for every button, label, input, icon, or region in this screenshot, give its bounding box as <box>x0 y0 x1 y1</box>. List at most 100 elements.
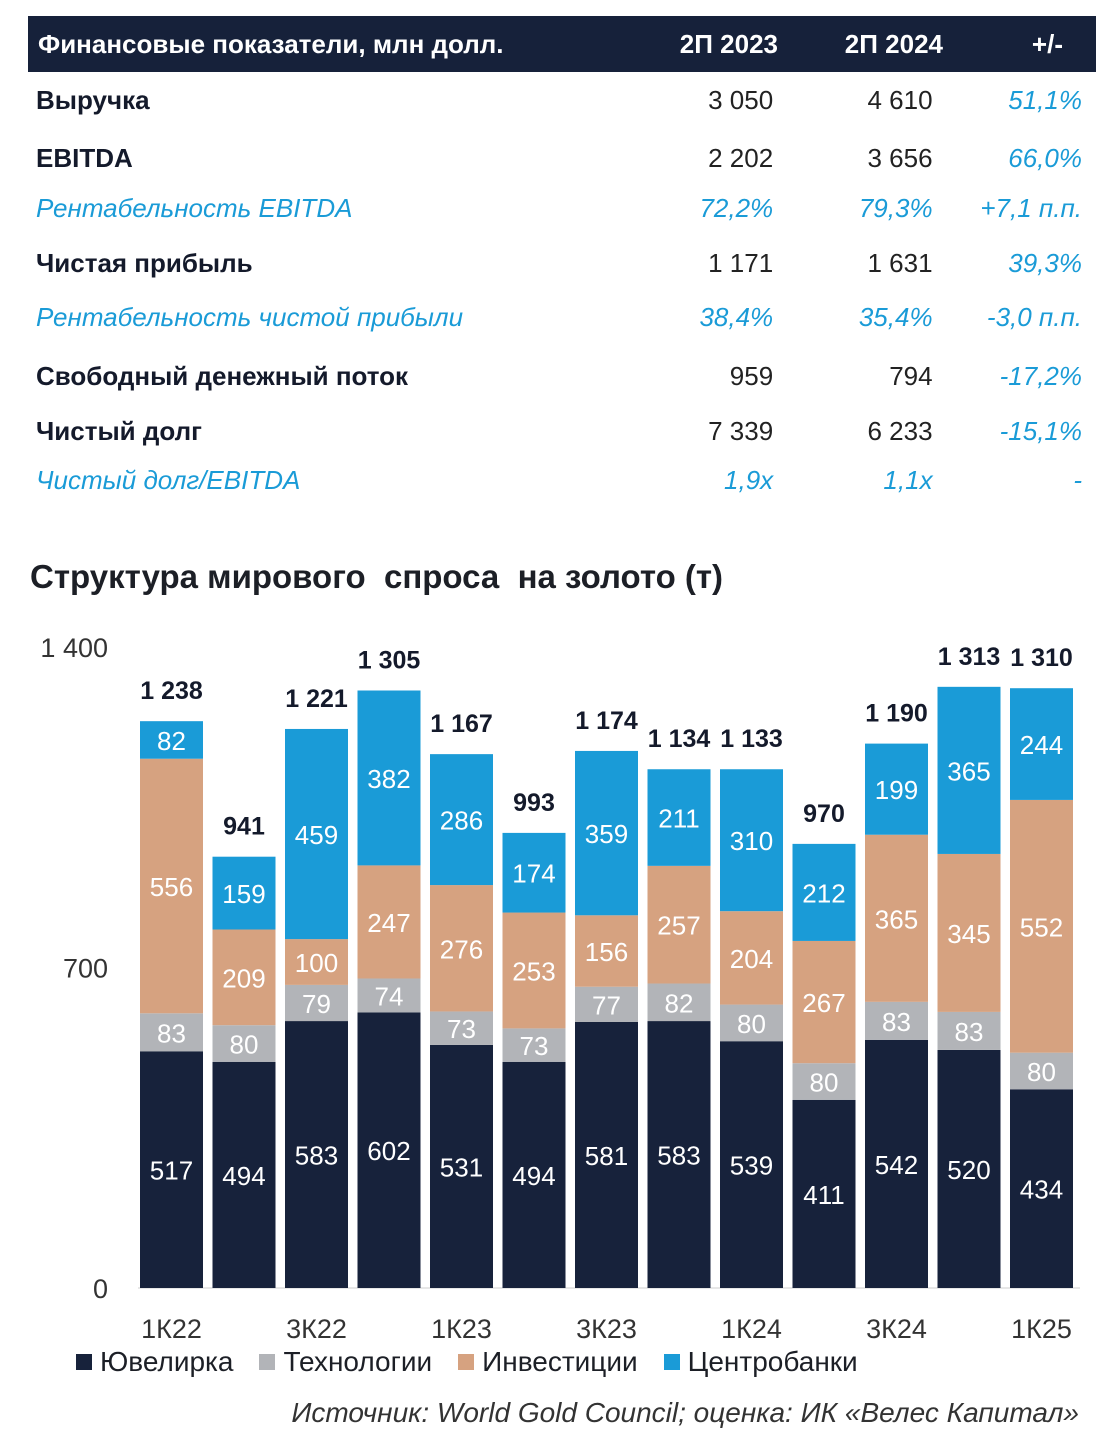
data-label: 100 <box>295 948 338 978</box>
legend-item-technology: Технологии <box>259 1346 432 1378</box>
data-label: 80 <box>230 1030 259 1060</box>
data-label: 73 <box>520 1031 549 1061</box>
header-indicator: Финансовые показатели, млн долл. <box>38 28 504 59</box>
row-value-2023: 1 171 <box>708 247 774 278</box>
bar-segment <box>575 750 638 916</box>
data-label: 199 <box>875 775 918 805</box>
row-label: Рентабельность чистой прибыли <box>36 301 464 332</box>
data-label: 276 <box>440 934 483 964</box>
row-value-2024: 79,3% <box>858 192 933 223</box>
bar-segment <box>140 1051 203 1288</box>
row-value-2024: 4 610 <box>867 84 933 115</box>
total-label: 1 190 <box>865 700 928 728</box>
bar-segment <box>140 1013 203 1052</box>
table-row: Рентабельность EBITDA 72,2% 79,3% +7,1 п… <box>28 188 1096 228</box>
bar-segment <box>720 911 783 1005</box>
data-label: 434 <box>1020 1175 1063 1205</box>
row-label: Свободный денежный поток <box>36 360 409 391</box>
table-row: Чистая прибыль 1 171 1 631 39,3% <box>28 243 1096 283</box>
data-label: 365 <box>947 756 990 786</box>
row-delta: 39,3% <box>1008 247 1082 278</box>
data-label: 80 <box>810 1068 839 1098</box>
data-label: 80 <box>737 1009 766 1039</box>
row-value-2023: 38,4% <box>699 301 774 332</box>
bar-segment <box>792 1063 856 1100</box>
row-value-2023: 1,9x <box>724 464 774 495</box>
data-label: 583 <box>657 1141 700 1171</box>
total-label: 1 174 <box>575 707 638 735</box>
row-label: EBITDA <box>36 142 133 173</box>
table-row: EBITDA 2 202 3 656 66,0% <box>28 138 1096 178</box>
financial-table: Финансовые показатели, млн долл. 2П 2023… <box>28 16 1096 495</box>
data-label: 209 <box>222 963 265 993</box>
x-tick-label: 3К22 <box>286 1314 347 1340</box>
total-label: 993 <box>513 789 555 817</box>
data-label: 581 <box>585 1141 628 1171</box>
table-row: Чистый долг 7 339 6 233 -15,1% <box>28 411 1096 451</box>
row-value-2023: 7 339 <box>708 415 774 446</box>
bar-segment <box>720 769 783 912</box>
legend-swatch <box>76 1354 92 1370</box>
row-value-2023: 3 050 <box>708 84 774 115</box>
bar-segment <box>792 1099 856 1288</box>
bar-segment <box>937 686 1001 854</box>
row-value-2024: 794 <box>889 360 933 391</box>
row-value-2024: 1,1x <box>883 464 933 495</box>
table-row: Рентабельность чистой прибыли 38,4% 35,4… <box>28 297 1096 337</box>
data-label: 556 <box>150 872 193 902</box>
data-label: 77 <box>592 990 621 1020</box>
data-label: 494 <box>512 1161 555 1191</box>
bar-segment <box>792 843 856 941</box>
legend-label: Технологии <box>283 1346 433 1377</box>
bar-segment <box>647 1021 711 1288</box>
source-note: Источник: World Gold Council; оценка: ИК… <box>291 1397 1079 1428</box>
total-label: 970 <box>803 800 845 828</box>
y-tick-label: 700 <box>63 954 108 984</box>
legend-label: Ювелирка <box>100 1346 234 1377</box>
total-label: 1 313 <box>938 643 1001 671</box>
row-value-2024: 35,4% <box>858 301 933 332</box>
data-label: 359 <box>585 819 628 849</box>
row-value-2023: 959 <box>729 360 774 391</box>
legend-label: Центробанки <box>687 1346 858 1377</box>
bar-segment <box>285 728 348 940</box>
total-label: 1 133 <box>720 725 783 753</box>
data-label: 520 <box>947 1155 990 1185</box>
row-value-2024: 1 631 <box>867 247 933 278</box>
row-delta: +7,1 п.п. <box>980 192 1082 223</box>
table-header: Финансовые показатели, млн долл. 2П 2023… <box>28 16 1096 72</box>
gold-demand-chart: 0 700 1 400 517 83 556 82 1 238 1К22 494 80 209 159 9… <box>40 633 1080 1340</box>
data-label: 211 <box>658 804 699 834</box>
legend-item-central-banks: Центробанки <box>663 1346 858 1378</box>
bar-segment <box>792 940 856 1064</box>
data-label: 156 <box>585 937 628 967</box>
data-label: 539 <box>730 1151 773 1181</box>
data-label: 73 <box>447 1014 476 1044</box>
y-tick-label: 0 <box>93 1274 108 1304</box>
bar-segment <box>212 1061 276 1288</box>
data-label: 83 <box>157 1018 186 1048</box>
bar-segment <box>140 758 203 1014</box>
bar-segment <box>1010 688 1073 800</box>
legend-swatch <box>458 1354 475 1370</box>
row-label: Чистая прибыль <box>36 247 253 278</box>
data-label: 82 <box>665 988 694 1018</box>
table-row: Чистый долг/EBITDA 1,9x 1,1x - <box>28 460 1096 500</box>
bar-segment <box>1010 1089 1073 1288</box>
row-label: Чистый долг/EBITDA <box>36 464 301 495</box>
total-label: 1 167 <box>430 710 493 738</box>
total-label: 941 <box>223 813 265 841</box>
data-label: 411 <box>803 1180 844 1210</box>
bar-segment <box>357 1012 421 1288</box>
row-value-2024: 6 233 <box>867 415 933 446</box>
data-label: 382 <box>367 764 410 794</box>
legend-label: Инвестиции <box>482 1346 638 1377</box>
bar-segment <box>937 1049 1001 1288</box>
bar-segment <box>430 1044 493 1288</box>
x-tick-label: 3К24 <box>866 1314 927 1340</box>
header-change: +/- <box>1031 28 1063 59</box>
data-label: 542 <box>875 1150 918 1180</box>
bar-segment <box>502 912 566 1029</box>
bar-segment <box>357 865 421 979</box>
chart-legend: Ювелирка Технологии Инвестиции Центробан… <box>76 1346 884 1378</box>
